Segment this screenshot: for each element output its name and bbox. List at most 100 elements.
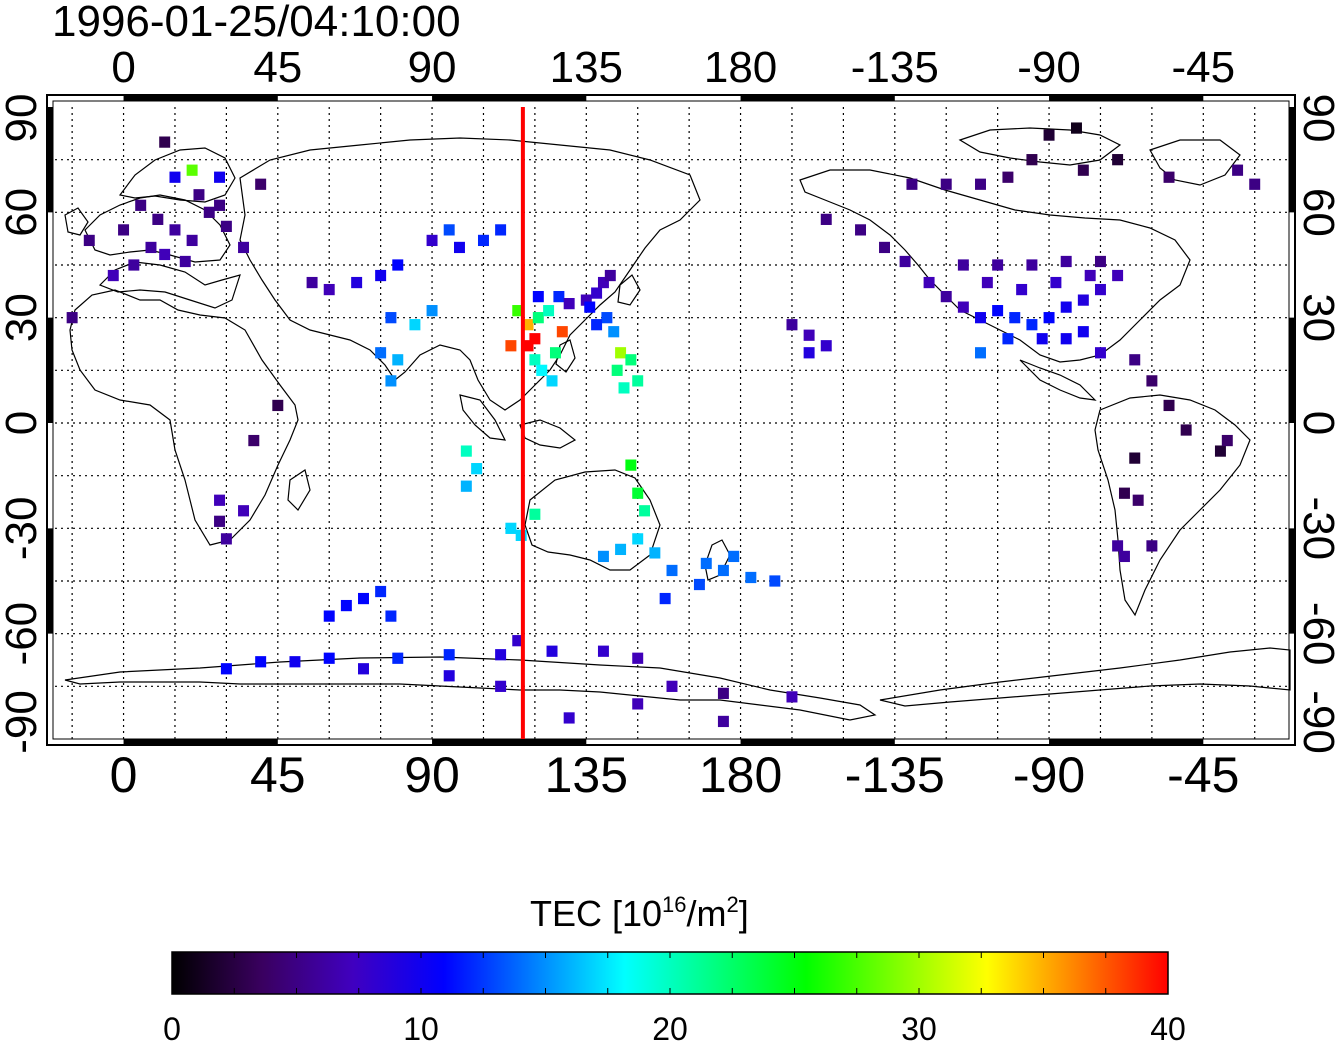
tec-cell [1060,301,1072,313]
tec-cell [1118,487,1130,499]
tec-cell [563,712,575,724]
tec-cell [186,234,198,247]
tec-cell [1077,294,1089,306]
tec-cell [923,276,935,289]
tec-cell [220,533,232,545]
tec-cell [957,301,969,313]
tec-cell [289,656,301,668]
tec-cell [1094,347,1106,359]
tec-cell [83,234,95,247]
left-lat-label: 60 [0,188,46,237]
tec-cell [214,494,226,506]
tec-cell [546,375,558,387]
colorbar-title-exp1: 16 [662,892,686,917]
tec-cell [220,663,232,675]
right-lat-label: 60 [1294,188,1340,237]
tec-cell [145,241,157,254]
tec-cell [717,687,729,699]
tec-cell [717,715,729,728]
tec-cell [505,522,517,534]
tec-cell [615,543,627,556]
tec-cell [693,578,705,591]
tec-cell [625,354,637,366]
tec-cell [532,312,544,324]
tec-cell [639,505,651,517]
tec-cell [728,550,740,563]
axis-ticks [47,95,1295,745]
tec-cell [255,178,267,190]
left-lat-label: 30 [0,293,46,342]
map-frame [46,94,1296,746]
tec-cell [1163,171,1175,183]
tec-cell [615,347,627,359]
tec-cell [597,645,609,657]
colorbar-title-main: TEC [10 [530,893,662,934]
tec-cell [255,656,267,668]
tec-cell [471,463,483,475]
colorbar-label: 20 [652,1011,688,1042]
tec-cell [803,347,815,359]
colorbar-label: 10 [403,1011,439,1042]
bottom-lon-label: 180 [699,747,782,803]
tec-cell [495,224,507,236]
tec-cell [152,213,164,225]
tec-cell [1070,122,1082,134]
top-lon-label: 0 [111,43,135,92]
coastlines [64,127,1291,721]
tec-cell [1060,333,1072,345]
tec-cell [340,599,352,612]
left-lat-label: 90 [0,94,46,143]
colorbar-label: 30 [901,1011,937,1042]
colorbar [171,951,1169,995]
tec-cell [238,505,250,517]
tec-cell [522,319,534,331]
top-lon-label: 135 [550,43,623,92]
bottom-lon-label: 90 [404,747,460,803]
tec-cell [460,480,472,492]
timestamp-title: 1996-01-25/04:10:00 [52,0,461,46]
tec-cell [1084,269,1096,282]
left-axis-labels: 90 60 30 0 -30 -60 -90 [0,94,46,754]
tec-cell [632,533,644,545]
tec-cell [1050,276,1062,289]
tec-cell [306,276,318,289]
tec-cell [580,294,592,306]
top-lon-label: -135 [851,43,939,92]
tec-cell [1232,164,1244,176]
tec-cell [248,434,260,447]
tec-cell [495,649,507,661]
tec-cell [899,255,911,268]
tec-cell [1094,283,1106,296]
top-lon-label: -45 [1172,43,1236,92]
tec-cell [649,547,661,559]
tec-cell [118,224,130,236]
tec-cell [128,259,140,271]
tec-cell [1094,255,1106,268]
tec-cell [193,189,205,201]
tec-cell [666,564,678,577]
tec-cell [512,305,524,317]
tec-cell [1002,171,1014,183]
tec-cell [107,269,119,282]
tec-cell [975,312,986,324]
tec-cell [700,557,712,570]
tec-cell [358,592,369,605]
tec-cell [214,171,226,183]
tec-cell [529,333,541,345]
tec-cell [992,305,1004,317]
tec-cell [505,340,517,352]
bottom-lon-label: -90 [1013,747,1085,803]
tec-cell [906,178,918,190]
tec-cell [443,649,455,661]
right-lat-label: 30 [1294,293,1340,342]
tec-cell [159,136,171,148]
bottom-lon-label: 45 [250,747,306,803]
tec-cell [169,171,181,183]
tec-cell [214,199,226,211]
tec-cell [855,224,867,236]
top-lon-label: -90 [1017,43,1081,92]
tec-cell [632,487,644,499]
right-lat-label: 90 [1294,94,1340,143]
tec-cell [1249,178,1261,190]
